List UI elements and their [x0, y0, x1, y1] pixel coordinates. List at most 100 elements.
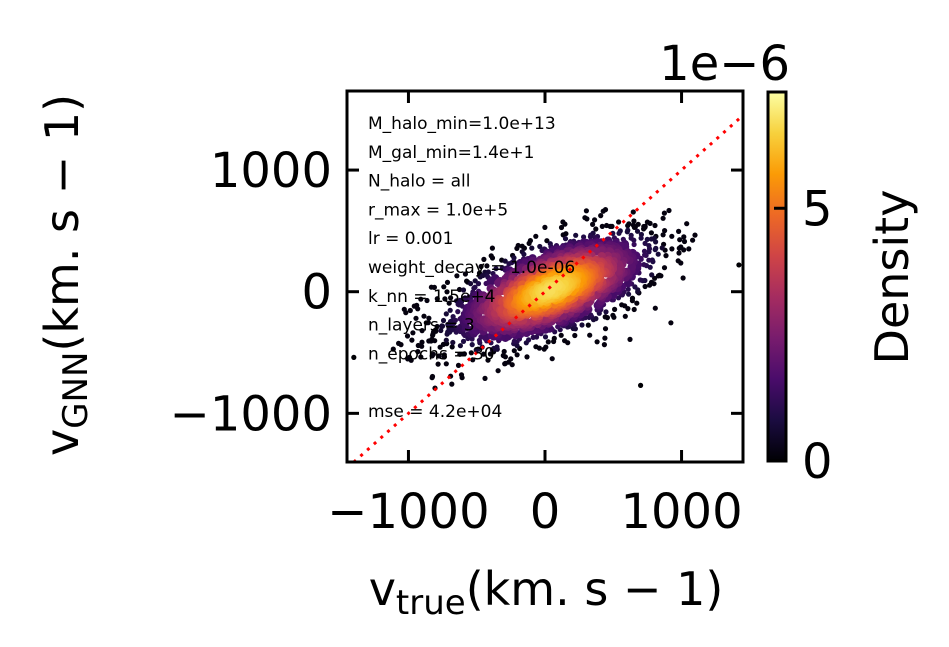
scatter-point: [625, 223, 631, 229]
scatter-point: [602, 326, 609, 332]
x-tick-label: 0: [530, 484, 561, 540]
colorbar-fill: [768, 92, 786, 461]
scatter-point: [493, 266, 499, 272]
scatter-point: [647, 220, 653, 226]
scatter-point: [390, 346, 396, 352]
reference-line: [351, 114, 743, 462]
scatter-point: [489, 255, 496, 261]
scatter-point: [407, 307, 413, 314]
annotation-line: r_max = 1.0e+5: [368, 200, 508, 220]
x-tick-label: −1000: [327, 484, 489, 540]
scatter-point: [514, 352, 520, 358]
annotation-line: M_halo_min=1.0e+13: [368, 114, 556, 134]
scatter-point: [648, 236, 655, 242]
scatter-point: [403, 310, 409, 316]
scatter-point: [612, 306, 618, 312]
outlier-point: [736, 262, 742, 268]
scatter-point: [649, 272, 655, 278]
annotation-line: n_epochs = 30: [368, 344, 495, 364]
y-axis-label-unit: (km. s − 1): [35, 94, 89, 352]
scatter-point: [661, 265, 668, 271]
scatter-point: [602, 314, 608, 320]
scatter-point: [642, 283, 648, 290]
scatter-point: [449, 326, 456, 332]
scatter-point: [632, 284, 638, 290]
scatter-point: [449, 381, 455, 387]
scatter-point: [456, 286, 463, 293]
scatter-point: [523, 264, 532, 273]
scatter-point: [430, 351, 436, 357]
annotation-line: mse = 4.2e+04: [368, 402, 502, 422]
x-axis-label-base: v: [369, 562, 396, 616]
scatter-point: [482, 375, 488, 381]
scatter-point: [432, 338, 438, 344]
scatter-point: [475, 346, 481, 352]
scatter-point: [660, 232, 666, 238]
scatter-point: [573, 232, 579, 238]
scatter-point: [652, 247, 658, 253]
scatter-point: [461, 351, 467, 357]
scatter-point: [549, 356, 555, 362]
scatter-point: [421, 313, 427, 319]
scatter-point: [648, 230, 655, 236]
scatter-point: [441, 284, 447, 290]
scatter-point: [562, 221, 568, 227]
scatter-point: [648, 279, 655, 285]
scatter-point: [610, 312, 616, 318]
scatter-point: [446, 300, 452, 306]
colorbar-label: Density: [865, 190, 919, 365]
scatter-point: [442, 296, 448, 302]
scatter-point: [610, 230, 616, 236]
scatter-point: [409, 337, 415, 343]
scatter-point: [449, 344, 455, 350]
x-tick-label: 1000: [620, 484, 742, 540]
scatter-point: [431, 284, 437, 290]
scatter-point: [666, 207, 672, 214]
scatter-point: [418, 354, 424, 360]
scatter-point: [494, 344, 500, 350]
scatter-point: [684, 221, 690, 227]
annotation-line: k_nn = 1.5e+4: [368, 287, 496, 307]
scatter-point: [624, 229, 630, 235]
scatter-point: [443, 311, 449, 317]
scatter-point: [450, 339, 456, 346]
scatter-point: [511, 338, 517, 344]
scatter-point: [418, 296, 424, 302]
scatter-point: [542, 334, 549, 340]
scatter-point: [619, 302, 625, 308]
y-axis-label-base: v: [35, 429, 89, 456]
scatter-point: [669, 246, 675, 252]
scatter-point: [599, 223, 605, 229]
scatter-point: [629, 295, 636, 301]
scatter-point: [481, 256, 487, 262]
scatter-point: [452, 317, 458, 323]
scatter-point: [537, 243, 543, 250]
scatter-point: [511, 348, 517, 354]
scatter-point: [659, 245, 665, 251]
scatter-point: [440, 317, 447, 324]
annotation-line: N_halo = all: [368, 172, 470, 192]
scatter-point: [542, 224, 548, 230]
scatter-point: [630, 209, 636, 215]
scatter-point: [472, 284, 478, 290]
scatter-point: [641, 262, 647, 268]
scatter-point: [424, 297, 430, 304]
scatter-point: [588, 312, 594, 318]
scatter-point: [626, 291, 632, 297]
scatter-point: [631, 237, 637, 243]
scatter-point: [509, 260, 515, 266]
scatter-point: [543, 344, 549, 350]
scatter-point: [419, 328, 425, 334]
scatter-point: [415, 306, 421, 312]
scatter-point: [514, 245, 520, 251]
scatter-point: [594, 339, 600, 345]
scatter-point: [495, 368, 501, 374]
scatter-point: [634, 300, 640, 306]
x-axis-label-unit: (km. s − 1): [466, 562, 724, 616]
scatter-point: [646, 257, 652, 263]
scatter-point: [425, 320, 431, 326]
scatter-point: [601, 342, 608, 348]
scatter-point: [419, 343, 425, 349]
scatter-point: [558, 332, 564, 338]
